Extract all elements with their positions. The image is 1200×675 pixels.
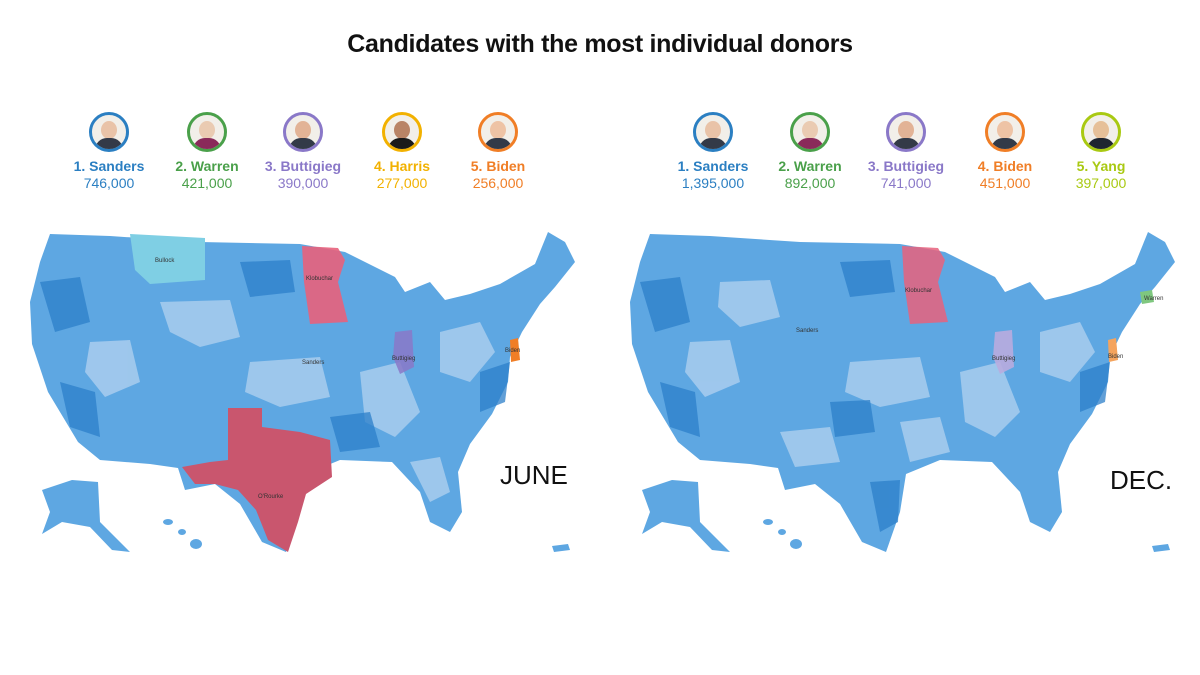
candidate-donor-count: 421,000 xyxy=(181,175,233,191)
candidate-name: 4. Harris xyxy=(373,158,431,174)
buttigieg-portrait-icon xyxy=(283,112,323,152)
puerto-rico-shape xyxy=(1152,544,1170,552)
candidate-name: 3. Buttigieg xyxy=(867,158,945,174)
june-candidate-4: 4. Harris 277,000 xyxy=(347,112,457,192)
december-candidate-1: 1. Sanders 1,395,000 xyxy=(658,112,768,192)
warren-portrait-icon xyxy=(790,112,830,152)
candidate-name: 5. Yang xyxy=(1076,158,1126,174)
map-label-klobuchar: Klobuchar xyxy=(306,276,333,282)
december-panel: 1. Sanders 1,395,000 2. Warren 892,000 3… xyxy=(600,0,1200,675)
buttigieg-portrait-icon xyxy=(886,112,926,152)
candidate-donor-count: 746,000 xyxy=(83,175,135,191)
june-candidate-list: 1. Sanders 746,000 2. Warren 421,000 3. … xyxy=(0,112,600,202)
biden-portrait-icon xyxy=(478,112,518,152)
biden-portrait-icon xyxy=(985,112,1025,152)
candidate-donor-count: 397,000 xyxy=(1075,175,1127,191)
hawaii-shape xyxy=(763,519,802,549)
map-label-sanders: Sanders xyxy=(302,360,324,366)
harris-portrait-icon xyxy=(382,112,422,152)
hawaii-shape xyxy=(163,519,202,549)
yang-portrait-icon xyxy=(1081,112,1121,152)
december-candidate-2: 2. Warren 892,000 xyxy=(755,112,865,192)
december-candidate-5: 5. Yang 397,000 xyxy=(1046,112,1156,192)
buttigieg-region xyxy=(993,330,1014,374)
candidate-name: 2. Warren xyxy=(175,158,239,174)
june-candidate-2: 2. Warren 421,000 xyxy=(152,112,262,192)
sanders-portrait-icon xyxy=(693,112,733,152)
map-label-warren: Warren xyxy=(1144,296,1163,302)
june-candidate-1: 1. Sanders 746,000 xyxy=(54,112,164,192)
warren-portrait-icon xyxy=(187,112,227,152)
biden-region xyxy=(510,338,520,362)
bullock-region xyxy=(130,234,205,284)
candidate-donor-count: 451,000 xyxy=(979,175,1031,191)
candidate-name: 1. Sanders xyxy=(677,158,749,174)
december-us-map: Sanders Klobuchar Warren Buttigieg Biden xyxy=(630,232,1175,552)
light-blue-counties xyxy=(85,300,495,502)
map-label-orourke: O'Rourke xyxy=(258,494,284,500)
candidate-donor-count: 741,000 xyxy=(880,175,932,191)
candidate-donor-count: 256,000 xyxy=(472,175,524,191)
biden-region xyxy=(1108,338,1118,362)
alaska-shape xyxy=(42,480,130,552)
candidate-donor-count: 390,000 xyxy=(277,175,329,191)
map-label-buttigieg: Buttigieg xyxy=(992,356,1015,362)
map-label-klobuchar: Klobuchar xyxy=(905,288,932,294)
december-candidate-4: 4. Biden 451,000 xyxy=(950,112,1060,192)
june-candidate-5: 5. Biden 256,000 xyxy=(443,112,553,192)
dark-blue-counties xyxy=(640,260,1110,532)
dark-blue-counties xyxy=(40,260,510,452)
month-label: DEC. xyxy=(1110,465,1173,495)
december-candidate-list: 1. Sanders 1,395,000 2. Warren 892,000 3… xyxy=(600,112,1200,202)
candidate-donor-count: 1,395,000 xyxy=(681,175,745,191)
puerto-rico-shape xyxy=(552,544,570,552)
buttigieg-region xyxy=(393,330,414,374)
klobuchar-region xyxy=(902,246,948,324)
june-us-map: Bullock Klobuchar Sanders Buttigieg Bide… xyxy=(30,232,575,552)
map-label-sanders: Sanders xyxy=(796,328,818,334)
candidate-name: 5. Biden xyxy=(470,158,526,174)
june-candidate-3: 3. Buttigieg 390,000 xyxy=(248,112,358,192)
warren-region xyxy=(1140,290,1154,304)
map-label-bullock: Bullock xyxy=(155,258,175,264)
month-label: JUNE xyxy=(500,460,568,490)
candidate-name: 4. Biden xyxy=(977,158,1033,174)
light-blue-counties xyxy=(685,280,1095,467)
map-label-biden: Biden xyxy=(1108,354,1123,360)
map-label-buttigieg: Buttigieg xyxy=(392,356,415,362)
december-candidate-3: 3. Buttigieg 741,000 xyxy=(851,112,961,192)
candidate-donor-count: 892,000 xyxy=(784,175,836,191)
candidate-donor-count: 277,000 xyxy=(376,175,428,191)
orourke-region xyxy=(182,408,332,552)
map-label-biden: Biden xyxy=(505,348,520,354)
sanders-portrait-icon xyxy=(89,112,129,152)
klobuchar-region xyxy=(302,246,348,324)
candidate-name: 3. Buttigieg xyxy=(264,158,342,174)
june-panel: 1. Sanders 746,000 2. Warren 421,000 3. … xyxy=(0,112,600,552)
alaska-shape xyxy=(642,480,730,552)
candidate-name: 2. Warren xyxy=(778,158,842,174)
candidate-name: 1. Sanders xyxy=(73,158,145,174)
chart-title: Candidates with the most individual dono… xyxy=(347,30,853,58)
